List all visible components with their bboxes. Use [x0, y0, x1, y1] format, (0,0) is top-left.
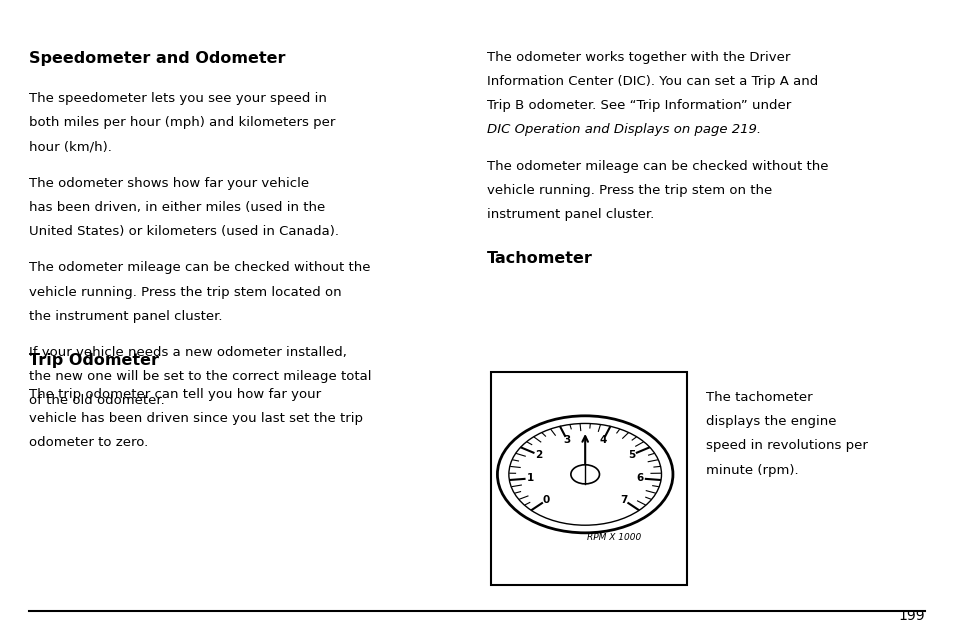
Text: The trip odometer can tell you how far your: The trip odometer can tell you how far y… — [29, 388, 320, 401]
Text: If your vehicle needs a new odometer installed,: If your vehicle needs a new odometer ins… — [29, 346, 346, 359]
Text: vehicle has been driven since you last set the trip: vehicle has been driven since you last s… — [29, 412, 362, 425]
Text: The odometer mileage can be checked without the: The odometer mileage can be checked with… — [486, 160, 827, 172]
Text: speed in revolutions per: speed in revolutions per — [705, 439, 867, 452]
Text: 5: 5 — [628, 450, 635, 460]
Text: both miles per hour (mph) and kilometers per: both miles per hour (mph) and kilometers… — [29, 116, 335, 129]
Text: The odometer works together with the Driver: The odometer works together with the Dri… — [486, 51, 789, 64]
Text: United States) or kilometers (used in Canada).: United States) or kilometers (used in Ca… — [29, 225, 338, 238]
Text: 4: 4 — [599, 434, 606, 445]
Text: 7: 7 — [620, 495, 627, 506]
Text: minute (rpm).: minute (rpm). — [705, 464, 798, 476]
Text: has been driven, in either miles (used in the: has been driven, in either miles (used i… — [29, 201, 325, 214]
Text: the instrument panel cluster.: the instrument panel cluster. — [29, 310, 222, 322]
Text: The speedometer lets you see your speed in: The speedometer lets you see your speed … — [29, 92, 326, 105]
Text: The odometer mileage can be checked without the: The odometer mileage can be checked with… — [29, 261, 370, 274]
Text: The tachometer: The tachometer — [705, 391, 812, 404]
Text: The odometer shows how far your vehicle: The odometer shows how far your vehicle — [29, 177, 309, 190]
Text: the new one will be set to the correct mileage total: the new one will be set to the correct m… — [29, 370, 371, 383]
Text: 2: 2 — [534, 450, 541, 460]
Text: Trip B odometer. See “Trip Information” under: Trip B odometer. See “Trip Information” … — [486, 99, 790, 112]
Text: 1: 1 — [526, 473, 534, 483]
Text: RPM X 1000: RPM X 1000 — [586, 533, 640, 542]
Text: Tachometer: Tachometer — [486, 251, 592, 266]
Text: displays the engine: displays the engine — [705, 415, 836, 428]
Text: instrument panel cluster.: instrument panel cluster. — [486, 208, 653, 221]
Text: DIC Operation and Displays on page 219.: DIC Operation and Displays on page 219. — [486, 123, 760, 136]
Text: Information Center (DIC). You can set a Trip A and: Information Center (DIC). You can set a … — [486, 75, 817, 88]
Text: Speedometer and Odometer: Speedometer and Odometer — [29, 51, 285, 66]
Text: 0: 0 — [542, 495, 549, 506]
Circle shape — [570, 465, 598, 484]
Text: of the old odometer.: of the old odometer. — [29, 394, 164, 407]
Text: hour (km/h).: hour (km/h). — [29, 141, 112, 153]
Text: Trip Odometer: Trip Odometer — [29, 353, 158, 368]
Text: vehicle running. Press the trip stem located on: vehicle running. Press the trip stem loc… — [29, 286, 341, 298]
Text: 199: 199 — [898, 609, 924, 623]
Bar — [491, 372, 686, 585]
Text: vehicle running. Press the trip stem on the: vehicle running. Press the trip stem on … — [486, 184, 771, 197]
Text: odometer to zero.: odometer to zero. — [29, 436, 148, 449]
Text: 3: 3 — [562, 434, 570, 445]
Text: 6: 6 — [636, 473, 643, 483]
